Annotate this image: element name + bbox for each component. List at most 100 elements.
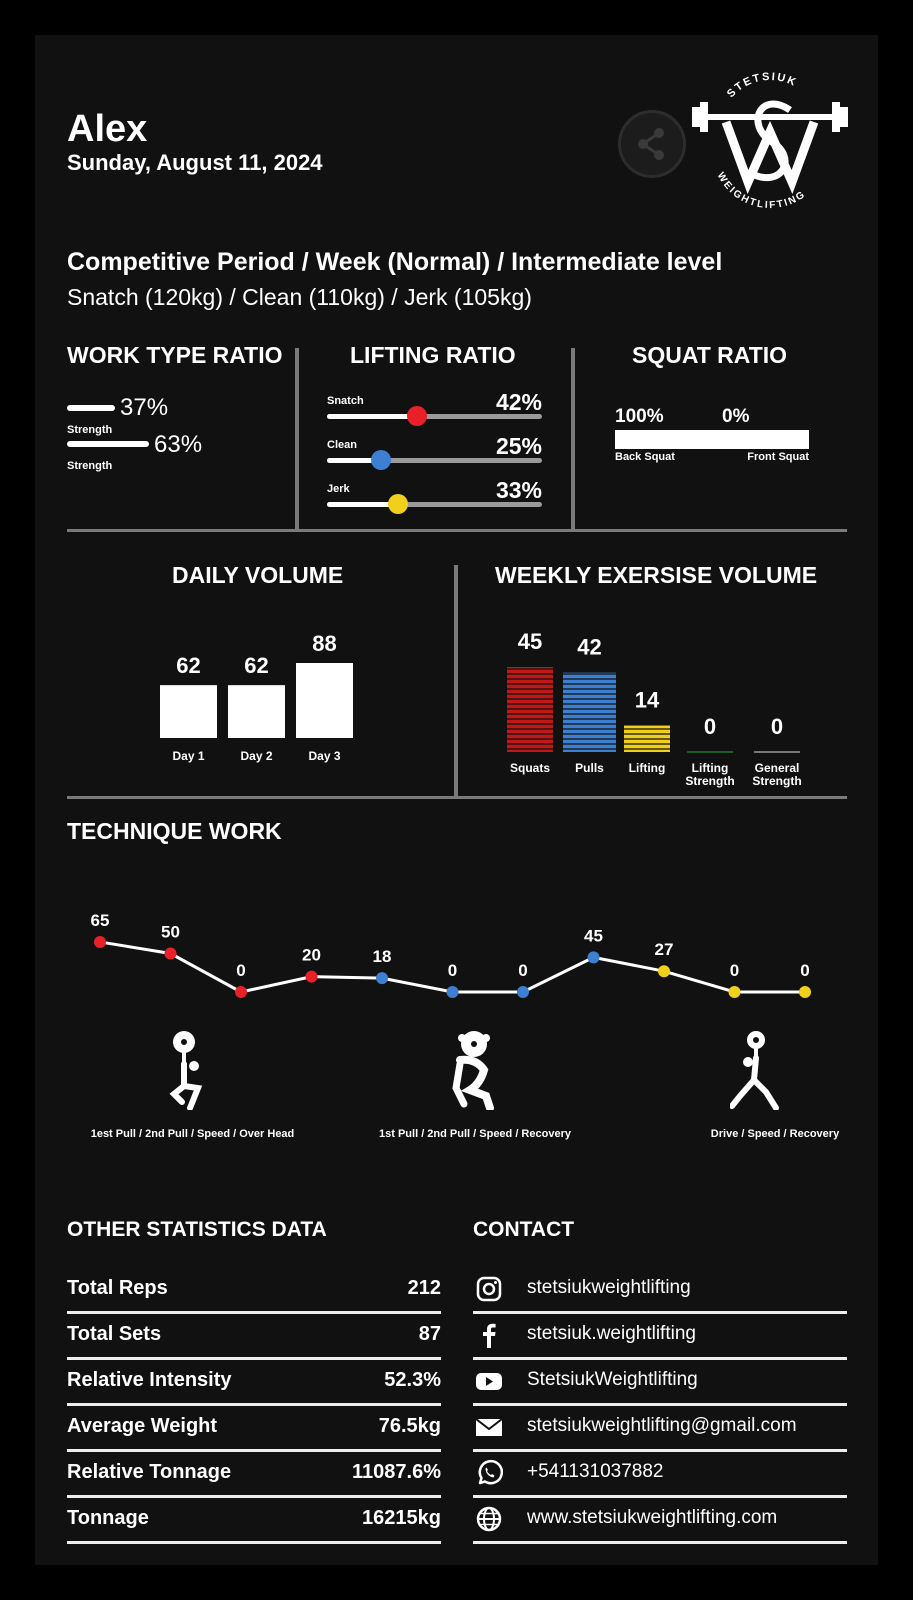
- stat-value: 76.5kg: [378, 1415, 441, 1437]
- lift-slider-knob: [388, 494, 408, 514]
- clean-lifter-icon: [452, 1031, 494, 1112]
- technique-point: [235, 986, 247, 998]
- report-card: [35, 35, 878, 1565]
- contact-whatsapp[interactable]: +541131037882: [473, 1449, 847, 1498]
- stat-label: Relative Tonnage: [67, 1461, 232, 1483]
- technique-group-label: 1est Pull / 2nd Pull / Speed / Over Head: [90, 1128, 295, 1140]
- lift-percent: 25%: [495, 433, 542, 459]
- contact-website[interactable]: www.stetsiukweightlifting.com: [473, 1495, 847, 1544]
- technique-value: 20: [302, 946, 321, 965]
- work-type-percent: 63%: [154, 431, 203, 458]
- daily-volume-chart: 62 Day 1 62 Day 2 88 Day 3: [160, 631, 353, 763]
- daily-volume-value: 88: [312, 631, 336, 656]
- weekly-volume-label: General: [755, 761, 800, 775]
- technique-value: 0: [236, 961, 245, 980]
- work-type-bar: [67, 441, 149, 447]
- share-icon: [638, 128, 664, 160]
- daily-volume-bar: [296, 663, 353, 738]
- contact-text: stetsiukweightlifting@gmail.com: [527, 1415, 797, 1436]
- lift-slider-knob: [407, 406, 427, 426]
- jerk-lifter-icon: [729, 1031, 779, 1111]
- weekly-volume-bar: [624, 725, 670, 752]
- squat-ratio-bar: [615, 430, 809, 449]
- weekly-volume-label: Lifting: [629, 761, 666, 775]
- daily-volume-value: 62: [244, 653, 268, 678]
- contact-facebook[interactable]: stetsiuk.weightlifting: [473, 1311, 847, 1360]
- stat-value: 87: [418, 1323, 441, 1345]
- lift-slider-fill: [327, 414, 417, 419]
- daily-volume-label: Day 3: [308, 749, 340, 763]
- report-date: Sunday, August 11, 2024: [67, 150, 323, 175]
- weekly-volume-value: 14: [635, 688, 660, 713]
- snatch-lifter-icon: [169, 1031, 203, 1111]
- technique-value: 0: [518, 961, 527, 980]
- contact-youtube[interactable]: StetsiukWeightlifting: [473, 1357, 847, 1406]
- share-button[interactable]: [618, 110, 686, 178]
- program-title: Competitive Period / Week (Normal) / Int…: [67, 248, 723, 276]
- daily-volume-bar: [228, 685, 285, 738]
- contact-text: StetsiukWeightlifting: [527, 1369, 698, 1390]
- weekly-volume-label: Pulls: [575, 761, 604, 775]
- weekly-volume-label: Strength: [685, 774, 734, 788]
- weekly-volume-chart: 45Squats42Pulls14Lifting0LiftingStrength…: [507, 629, 802, 788]
- technique-value: 0: [448, 961, 457, 980]
- email-icon: [475, 1418, 503, 1436]
- contact-email[interactable]: stetsiukweightlifting@gmail.com: [473, 1403, 847, 1452]
- other-stats-title: OTHER STATISTICS DATA: [67, 1218, 327, 1241]
- weekly-volume-value: 0: [704, 714, 716, 739]
- back-squat-label: Back Squat: [615, 451, 675, 463]
- work-type-bar: [67, 405, 115, 411]
- weekly-volume-label: Lifting: [692, 761, 729, 775]
- stat-row: Total Reps 212: [67, 1265, 441, 1314]
- technique-title: TECHNIQUE WORK: [67, 818, 282, 844]
- technique-group-label: 1st Pull / 2nd Pull / Speed / Recovery: [379, 1128, 571, 1140]
- stat-row: Relative Intensity 52.3%: [67, 1357, 441, 1406]
- lift-label: Snatch: [327, 395, 364, 407]
- technique-value: 45: [584, 926, 603, 945]
- lift-slider-fill: [327, 458, 381, 463]
- front-squat-percent: 0%: [722, 406, 750, 427]
- stat-label: Relative Intensity: [67, 1369, 232, 1391]
- stat-value: 16215kg: [362, 1507, 441, 1529]
- lift-slider: [327, 450, 542, 470]
- stat-value: 52.3%: [384, 1369, 441, 1391]
- weekly-volume-label: Strength: [752, 774, 801, 788]
- divider: [295, 348, 299, 530]
- weekly-volume-bar: [563, 672, 616, 752]
- svg-text:STETSIUK: STETSIUK: [725, 71, 799, 100]
- technique-point: [164, 947, 177, 960]
- lift-label: Clean: [327, 439, 357, 451]
- lift-slider: [327, 406, 542, 426]
- stat-row: Average Weight 76.5kg: [67, 1403, 441, 1452]
- lift-percent: 33%: [495, 477, 542, 503]
- contact-text: +541131037882: [527, 1461, 664, 1482]
- logo-icon: STETSIUK WEIGHTLIFTING: [692, 71, 848, 211]
- program-subtitle: Snatch (120kg) / Clean (110kg) / Jerk (1…: [67, 284, 532, 310]
- technique-value: 50: [161, 923, 180, 942]
- technique-value: 27: [655, 940, 674, 959]
- technique-point: [305, 970, 318, 983]
- weekly-volume-value: 0: [771, 714, 783, 739]
- contact-instagram[interactable]: stetsiukweightlifting: [473, 1265, 847, 1314]
- technique-point: [446, 986, 459, 998]
- athlete-name: Alex: [67, 108, 148, 150]
- contact-text: stetsiukweightlifting: [527, 1277, 691, 1298]
- lifting-ratio-title: LIFTING RATIO: [350, 342, 516, 368]
- work-type-title: WORK TYPE RATIO: [67, 342, 283, 368]
- weekly-volume-label: Squats: [510, 761, 550, 775]
- brand-logo: STETSIUK WEIGHTLIFTING: [690, 70, 850, 211]
- stat-label: Total Sets: [67, 1323, 162, 1345]
- daily-volume-label: Day 2: [240, 749, 272, 763]
- section-divider: [67, 529, 847, 532]
- lift-slider-knob: [371, 450, 391, 470]
- contact-title: CONTACT: [473, 1218, 575, 1241]
- technique-point: [587, 951, 600, 964]
- technique-value: 18: [373, 947, 392, 966]
- technique-point: [94, 935, 106, 948]
- whatsapp-icon: [478, 1459, 503, 1485]
- weekly-volume-bar: [507, 667, 553, 752]
- stat-label: Average Weight: [67, 1415, 218, 1437]
- squat-ratio-title: SQUAT RATIO: [632, 342, 788, 368]
- stat-label: Tonnage: [67, 1507, 149, 1529]
- facebook-icon: [483, 1323, 496, 1348]
